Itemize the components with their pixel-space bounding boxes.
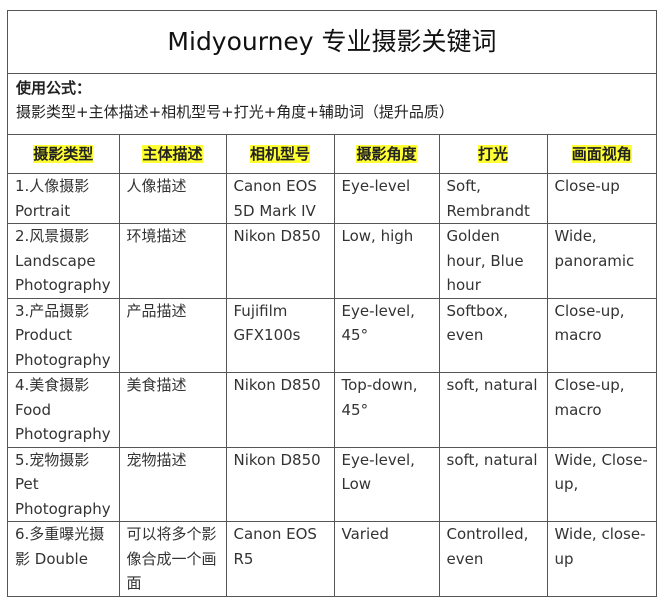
- table-cell: 5.宠物摄影 Pet Photography: [8, 446, 120, 522]
- table-cell: 环境描述: [118, 223, 227, 299]
- header-label: 摄影类型: [33, 144, 94, 163]
- table-cell: Eye-level: [333, 173, 440, 224]
- table-cell: Nikon D850: [225, 446, 335, 522]
- table-cell: 4.美食摄影 Food Photography: [8, 372, 120, 448]
- column-header: 摄影类型: [8, 135, 120, 174]
- header-label: 画面视角: [571, 144, 632, 163]
- column-header: 摄影角度: [333, 135, 440, 174]
- table-cell: Nikon D850: [225, 372, 335, 448]
- table-cell: Top-down, 45°: [333, 372, 440, 448]
- table-cell: soft, natural: [438, 446, 548, 522]
- keyword-table: 摄影类型 主体描述 相机型号 摄影角度 打光 画面视角 1.人像摄影 Portrait 人像…: [8, 135, 656, 597]
- table-cell: 宠物描述: [118, 446, 227, 522]
- column-header: 画面视角: [546, 135, 656, 174]
- table-row: 5.宠物摄影 Pet Photography 宠物描述 Nikon D850 Eye-…: [8, 446, 656, 522]
- table-row: 1.人像摄影 Portrait 人像描述 Canon EOS 5D Mark IV E…: [8, 173, 656, 224]
- table-cell: 可以将多个影像合成一个画面: [118, 521, 227, 597]
- table-cell: 3.产品摄影 Product Photography: [8, 297, 120, 373]
- table-cell: Canon EOS R5: [225, 521, 335, 597]
- column-header: 相机型号: [225, 135, 335, 174]
- table-cell: Eye-level, 45°: [333, 297, 440, 373]
- table-cell: 美食描述: [118, 372, 227, 448]
- table-cell: Close-up, macro: [546, 297, 656, 373]
- formula-label: 使用公式：: [16, 79, 92, 97]
- column-header: 主体描述: [118, 135, 227, 174]
- table-cell: Golden hour, Blue hour: [438, 223, 548, 299]
- table-cell: 产品描述: [118, 297, 227, 373]
- table-cell: Canon EOS 5D Mark IV: [225, 173, 335, 224]
- table-cell: Fujifilm GFX100s: [225, 297, 335, 373]
- page-title: Midyourney 专业摄影关键词: [8, 11, 656, 74]
- table-cell: Softbox, even: [438, 297, 548, 373]
- table-row: 6.多重曝光摄影 Double 可以将多个影像合成一个画面 Canon EOS R5…: [8, 521, 656, 597]
- column-header: 打光: [438, 135, 548, 174]
- table-cell: 人像描述: [118, 173, 227, 224]
- table-cell: 1.人像摄影 Portrait: [8, 173, 120, 224]
- table-cell: Close-up, macro: [546, 372, 656, 448]
- header-label: 主体描述: [142, 144, 203, 163]
- table-cell: Wide, Close-up,: [546, 446, 656, 522]
- header-label: 打光: [477, 144, 508, 163]
- table-cell: Close-up: [546, 173, 656, 224]
- keyword-document: Midyourney 专业摄影关键词 使用公式： 摄影类型+主体描述+相机型号+…: [7, 10, 657, 597]
- header-label: 摄影角度: [356, 144, 417, 163]
- table-row: 3.产品摄影 Product Photography 产品描述 Fujifilm G…: [8, 297, 656, 373]
- table-row: 2.风景摄影 Landscape Photography 环境描述 Nikon D8…: [8, 223, 656, 299]
- table-cell: Wide, close-up: [546, 521, 656, 597]
- table-cell: Soft, Rembrandt: [438, 173, 548, 224]
- table-cell: Low, high: [333, 223, 440, 299]
- table-cell: Controlled, even: [438, 521, 548, 597]
- formula-section: 使用公式： 摄影类型+主体描述+相机型号+打光+角度+辅助词（提升品质）: [8, 74, 656, 135]
- table-row: 4.美食摄影 Food Photography 美食描述 Nikon D850 Top…: [8, 372, 656, 448]
- table-cell: soft, natural: [438, 372, 548, 448]
- table-cell: 6.多重曝光摄影 Double: [8, 521, 120, 597]
- table-cell: 2.风景摄影 Landscape Photography: [8, 223, 120, 299]
- table-cell: Varied: [333, 521, 440, 597]
- header-label: 相机型号: [249, 144, 310, 163]
- table-cell: Nikon D850: [225, 223, 335, 299]
- formula-text: 摄影类型+主体描述+相机型号+打光+角度+辅助词（提升品质）: [16, 103, 454, 121]
- table-cell: Eye-level, Low: [333, 446, 440, 522]
- table-cell: Wide, panoramic: [546, 223, 656, 299]
